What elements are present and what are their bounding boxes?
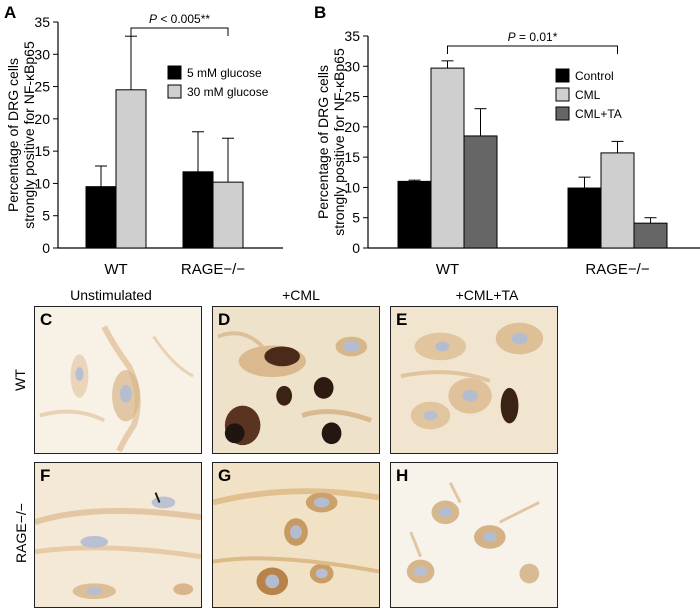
y-tick-label: 5 <box>42 208 50 224</box>
panel-letter-c: C <box>40 310 53 329</box>
y-tick-label: 35 <box>34 14 50 30</box>
legend-label-1: CML <box>575 88 601 102</box>
bar-cml-0 <box>430 67 465 249</box>
y-axis-label-line1: Percentage of DRG cells <box>5 58 21 212</box>
panel-letter-g: G <box>218 466 232 485</box>
x-tick-label-0: WT <box>104 261 127 278</box>
micrograph-f: F <box>34 462 202 608</box>
micrograph-e: E <box>390 306 558 454</box>
significance-label: P = 0.01* <box>508 30 558 44</box>
row-label-wt: WT <box>12 369 28 391</box>
panel-letter-h: H <box>396 466 409 485</box>
micrograph-h: H <box>390 462 558 608</box>
legend-swatch-1 <box>555 87 570 102</box>
y-tick-label: 20 <box>344 119 360 135</box>
significance-bracket <box>447 45 618 54</box>
bar-cml-ta-1 <box>633 222 668 249</box>
micrograph-g-image <box>213 463 379 607</box>
micrograph-e-image <box>391 307 557 453</box>
y-tick-label: 35 <box>344 28 360 44</box>
y-tick-label: 10 <box>34 175 50 191</box>
legend-swatch-0 <box>555 68 570 83</box>
legend-swatch-1 <box>167 84 182 99</box>
y-tick-label: 0 <box>352 240 360 256</box>
bar-cml-ta-0 <box>463 135 498 249</box>
y-tick-label: 30 <box>34 46 50 62</box>
column-header-cml: +CML <box>282 287 320 303</box>
panel-letter-f: F <box>40 466 51 485</box>
panel-letter-e: E <box>396 310 408 329</box>
bar-30-mm-glucose-0 <box>115 89 147 249</box>
panel-letter-d: D <box>218 310 231 329</box>
y-tick-label: 5 <box>352 210 360 226</box>
y-tick-label: 15 <box>344 149 360 165</box>
y-tick-label: 10 <box>344 179 360 195</box>
y-tick-label: 0 <box>42 240 50 256</box>
y-tick-label: 15 <box>34 143 50 159</box>
x-tick-label-0: WT <box>436 261 459 278</box>
micrograph-f-image <box>35 463 201 607</box>
legend-swatch-0 <box>167 65 182 80</box>
y-tick-label: 25 <box>344 89 360 105</box>
y-tick-label: 25 <box>34 79 50 95</box>
bar-5-mm-glucose-1 <box>182 171 214 249</box>
y-tick-label: 30 <box>344 58 360 74</box>
bar-5-mm-glucose-0 <box>85 186 117 249</box>
bar-30-mm-glucose-1 <box>212 181 244 249</box>
legend-label-0: 5 mM glucose <box>187 66 262 80</box>
panel-letter-b: B <box>314 3 326 22</box>
y-axis-label-line2: strongly positive for NF-κBp65 <box>21 41 37 229</box>
significance-label: P < 0.005** <box>149 12 210 26</box>
y-axis-label-line2: strongly positive for NF-κBp65 <box>331 48 347 236</box>
micrograph-d-image <box>213 307 379 453</box>
column-header-cml-ta: +CML+TA <box>455 287 519 303</box>
y-axis-label-line1: Percentage of DRG cells <box>315 65 331 219</box>
micrograph-c: C <box>34 306 202 454</box>
x-tick-label-1: RAGE−/− <box>585 261 649 278</box>
legend-label-0: Control <box>575 69 614 83</box>
panel-letter-a: A <box>4 3 16 22</box>
bar-control-1 <box>567 187 602 249</box>
row-label-rage: RAGE−/− <box>13 503 29 563</box>
legend-label-2: CML+TA <box>575 107 622 121</box>
legend-swatch-2 <box>555 106 570 121</box>
legend-label-1: 30 mM glucose <box>187 85 269 99</box>
x-tick-label-1: RAGE−/− <box>181 261 245 278</box>
micrograph-g: G <box>212 462 380 608</box>
bar-cml-1 <box>600 152 635 249</box>
y-tick-label: 20 <box>34 111 50 127</box>
micrograph-d: D <box>212 306 380 454</box>
bar-control-0 <box>397 180 432 249</box>
micrograph-c-image <box>35 307 201 453</box>
column-header-unstimulated: Unstimulated <box>70 287 152 303</box>
micrograph-h-image <box>391 463 557 607</box>
significance-bracket <box>130 27 229 36</box>
